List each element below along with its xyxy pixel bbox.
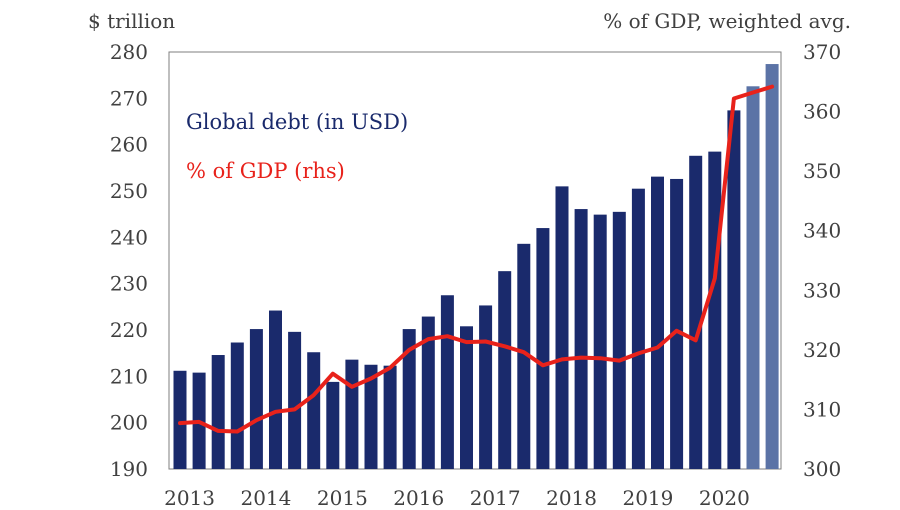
right-tick-label: 340 <box>803 219 841 243</box>
debt-bar <box>765 64 779 470</box>
right-tick-label: 310 <box>803 397 841 421</box>
left-tick-label: 200 <box>110 411 148 435</box>
x-tick-label: 2013 <box>164 486 215 510</box>
left-tick-label: 230 <box>110 272 148 296</box>
x-tick-label: 2016 <box>393 486 444 510</box>
left-tick-label: 260 <box>110 133 148 157</box>
debt-bar <box>211 355 225 469</box>
debt-bar <box>326 381 340 469</box>
bar-series <box>173 64 779 470</box>
x-tick-label: 2014 <box>240 486 291 510</box>
debt-bar <box>364 364 378 469</box>
debt-bar <box>555 186 569 469</box>
legend-line-label: % of GDP (rhs) <box>186 159 345 183</box>
right-tick-label: 330 <box>803 278 841 302</box>
debt-bar <box>517 243 531 469</box>
left-tick-label: 210 <box>110 364 148 388</box>
right-tick-label: 350 <box>803 159 841 183</box>
right-tick-label: 360 <box>803 100 841 124</box>
debt-bar <box>574 209 588 469</box>
x-tick-label: 2017 <box>470 486 521 510</box>
plot-frame <box>168 51 782 470</box>
right-tick-label: 320 <box>803 338 841 362</box>
debt-bar <box>173 370 187 469</box>
left-tick-label: 250 <box>110 179 148 203</box>
right-axis-unit: % of GDP, weighted avg. <box>603 9 851 33</box>
debt-bar <box>402 329 416 469</box>
debt-bar <box>383 365 397 469</box>
debt-bar <box>670 178 684 469</box>
debt-bar <box>536 228 550 469</box>
debt-bar <box>708 151 722 469</box>
right-axis: 300 310 320 330 340 350 360 370 <box>803 40 841 481</box>
debt-bar <box>651 176 664 470</box>
debt-bar <box>421 316 435 469</box>
left-tick-label: 190 <box>110 457 148 481</box>
left-tick-label: 270 <box>110 86 148 110</box>
left-tick-label: 280 <box>110 40 148 64</box>
left-tick-label: 240 <box>110 225 148 249</box>
debt-bar <box>631 188 645 469</box>
debt-bar <box>612 211 626 469</box>
debt-bar <box>269 310 282 469</box>
debt-bar <box>345 359 359 469</box>
debt-bar <box>727 110 741 469</box>
debt-bar <box>288 331 302 469</box>
x-axis: 2013 2014 2015 2016 2017 2018 2019 2020 <box>164 486 750 510</box>
left-axis: 190 200 210 220 230 240 250 260 270 280 <box>110 40 148 481</box>
debt-bar <box>498 271 512 469</box>
x-tick-label: 2018 <box>546 486 597 510</box>
debt-bar <box>689 155 703 469</box>
debt-bar <box>440 295 454 469</box>
debt-bar <box>249 329 263 469</box>
debt-bar <box>479 305 493 469</box>
right-tick-label: 370 <box>803 40 841 64</box>
x-tick-label: 2019 <box>622 486 673 510</box>
right-tick-label: 300 <box>803 457 841 481</box>
debt-bar <box>307 352 321 469</box>
left-tick-label: 220 <box>110 318 148 342</box>
debt-bar <box>746 86 760 469</box>
left-axis-unit: $ trillion <box>88 9 175 33</box>
x-tick-label: 2020 <box>699 486 750 510</box>
x-tick-label: 2015 <box>317 486 368 510</box>
debt-bar <box>460 326 473 469</box>
gdp-ratio-line <box>178 84 775 434</box>
debt-bar <box>230 342 244 469</box>
debt-bar <box>593 214 607 469</box>
legend-bar-label: Global debt (in USD) <box>186 110 408 134</box>
